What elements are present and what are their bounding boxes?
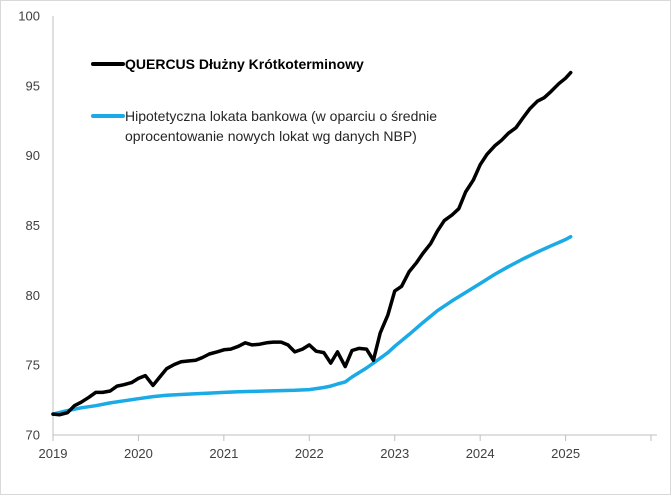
legend-label-quercus: QUERCUS Dłużny Krótkoterminowy (125, 56, 364, 72)
y-tick-labels: 70 75 80 85 90 95 100 (18, 9, 40, 443)
series-line-deposit (51, 234, 573, 416)
x-tick-label: 2023 (380, 446, 409, 461)
y-axis: 70 75 80 85 90 95 100 (18, 9, 54, 443)
y-tick-label: 100 (18, 9, 40, 24)
x-tick-label: 2020 (124, 446, 153, 461)
y-tick-label: 70 (26, 428, 40, 443)
x-tick-label: 2019 (39, 446, 68, 461)
y-tick-label: 95 (26, 78, 40, 93)
x-tick-label: 2022 (295, 446, 324, 461)
y-tick-label: 80 (26, 288, 40, 303)
legend: QUERCUS Dłużny Krótkoterminowy Hipotetyc… (91, 56, 437, 144)
x-tick-marks (52, 435, 652, 441)
legend-label-deposit-line-2: oprocentowanie nowych lokat wg danych NB… (125, 128, 417, 144)
x-tick-labels: 2019 2020 2021 2022 2023 2024 2025 (39, 446, 581, 461)
series-line-quercus (51, 70, 573, 417)
series-lines (51, 70, 573, 417)
x-tick-label: 2021 (209, 446, 238, 461)
legend-label-deposit-line-1: Hipotetyczna lokata bankowa (w oparciu o… (125, 108, 437, 124)
x-axis: 2019 2020 2021 2022 2023 2024 2025 (39, 434, 657, 461)
y-tick-label: 85 (26, 218, 40, 233)
x-tick-label: 2025 (551, 446, 580, 461)
y-tick-label: 90 (26, 148, 40, 163)
y-tick-label: 75 (26, 358, 40, 373)
x-tick-label: 2024 (466, 446, 495, 461)
